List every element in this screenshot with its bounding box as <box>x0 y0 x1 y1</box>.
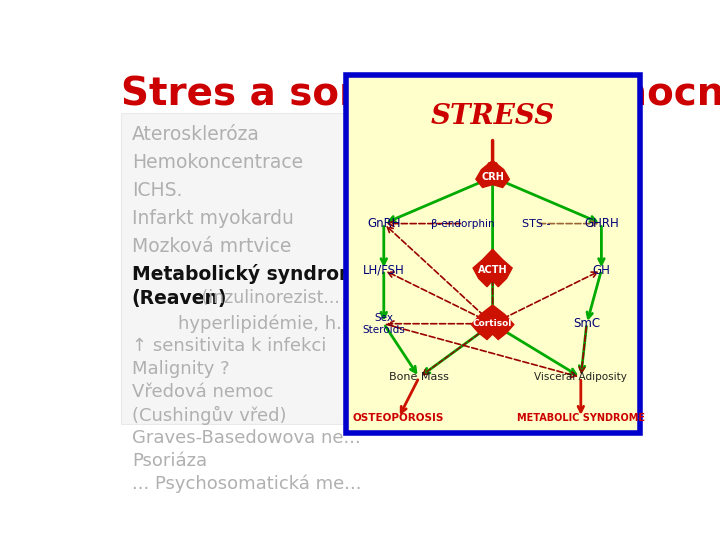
Polygon shape <box>476 160 509 187</box>
Text: (inzulinorezist...: (inzulinorezist... <box>196 289 340 307</box>
Text: GH: GH <box>593 264 611 276</box>
Text: Hemokoncentrace: Hemokoncentrace <box>132 153 303 172</box>
Text: GHRH: GHRH <box>584 217 618 230</box>
Text: Graves-Basedowova ne...: Graves-Basedowova ne... <box>132 429 361 447</box>
Text: Vředová nemoc: Vředová nemoc <box>132 383 273 401</box>
Text: STS -: STS - <box>523 219 551 228</box>
Text: GnRH: GnRH <box>367 217 400 230</box>
Text: OSTEOPOROSIS: OSTEOPOROSIS <box>353 413 444 423</box>
Text: Cortisol: Cortisol <box>473 319 513 328</box>
Text: Visceral Adiposity: Visceral Adiposity <box>534 373 627 382</box>
Text: STRESS: STRESS <box>431 103 554 130</box>
Text: β-endorphin: β-endorphin <box>431 219 495 228</box>
Text: (Cushingův vřed): (Cushingův vřed) <box>132 406 287 425</box>
Text: LH/FSH: LH/FSH <box>363 264 405 276</box>
Text: Malignity ?: Malignity ? <box>132 360 230 378</box>
Text: Psoriáza: Psoriáza <box>132 451 207 470</box>
Text: Mozková mrtvice: Mozková mrtvice <box>132 237 291 255</box>
Text: Metabolický syndrom: Metabolický syndrom <box>132 265 359 285</box>
FancyBboxPatch shape <box>346 75 639 433</box>
Text: Ateroskleróza: Ateroskleróza <box>132 125 260 144</box>
Text: Infarkt myokardu: Infarkt myokardu <box>132 208 294 228</box>
Text: hyperlipidémie, h...: hyperlipidémie, h... <box>132 314 354 333</box>
Text: Bone Mass: Bone Mass <box>389 373 449 382</box>
FancyBboxPatch shape <box>121 113 347 424</box>
Polygon shape <box>472 305 514 340</box>
Text: ICHS.: ICHS. <box>132 181 182 200</box>
Text: Stres a somatická onemocnění: Stres a somatická onemocnění <box>121 75 720 113</box>
Text: ... Psychosomatická me...: ... Psychosomatická me... <box>132 475 361 493</box>
Text: METABOLIC SYNDROME: METABOLIC SYNDROME <box>517 413 645 423</box>
Text: ↑ sensitivita k infekci: ↑ sensitivita k infekci <box>132 338 326 355</box>
Text: ACTH: ACTH <box>478 265 508 275</box>
Text: SmC: SmC <box>573 317 600 330</box>
Text: (Reaven): (Reaven) <box>132 289 228 308</box>
Text: Sex
Steroids: Sex Steroids <box>362 313 405 334</box>
Text: CRH: CRH <box>481 172 504 182</box>
Polygon shape <box>473 249 512 287</box>
